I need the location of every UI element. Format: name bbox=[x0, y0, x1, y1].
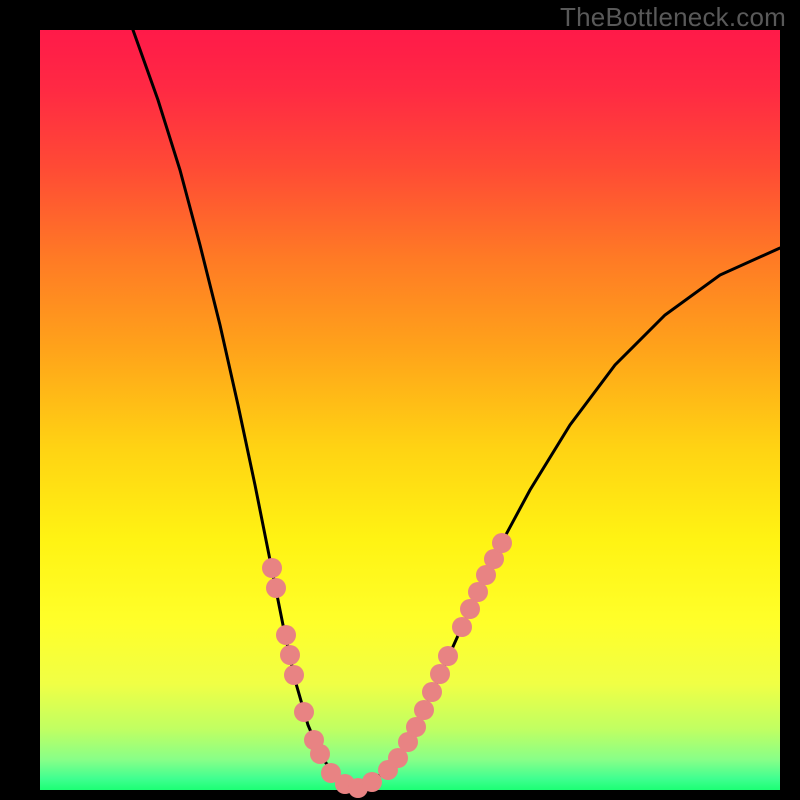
data-marker bbox=[452, 617, 472, 637]
data-marker bbox=[388, 748, 408, 768]
data-marker bbox=[422, 682, 442, 702]
watermark-text: TheBottleneck.com bbox=[560, 2, 786, 33]
data-marker bbox=[406, 717, 426, 737]
data-marker bbox=[468, 582, 488, 602]
right-curve bbox=[355, 248, 780, 788]
data-marker bbox=[276, 625, 296, 645]
data-marker bbox=[460, 599, 480, 619]
data-marker bbox=[310, 744, 330, 764]
data-marker bbox=[335, 774, 355, 794]
left-curve bbox=[133, 30, 355, 788]
data-marker bbox=[321, 763, 341, 783]
data-marker bbox=[492, 533, 512, 553]
data-marker bbox=[398, 732, 418, 752]
data-marker bbox=[414, 700, 434, 720]
data-marker bbox=[430, 664, 450, 684]
data-marker bbox=[378, 760, 398, 780]
chart-svg bbox=[0, 0, 800, 800]
data-marker bbox=[280, 645, 300, 665]
data-marker bbox=[284, 665, 304, 685]
data-marker bbox=[262, 558, 282, 578]
data-marker bbox=[438, 646, 458, 666]
left-markers-group bbox=[262, 558, 368, 798]
data-marker bbox=[476, 565, 496, 585]
plot-background bbox=[40, 30, 780, 790]
chart-stage: TheBottleneck.com bbox=[0, 0, 800, 800]
data-marker bbox=[266, 578, 286, 598]
data-marker bbox=[348, 778, 368, 798]
data-marker bbox=[362, 772, 382, 792]
right-markers-group bbox=[362, 533, 512, 792]
data-marker bbox=[484, 549, 504, 569]
data-marker bbox=[294, 702, 314, 722]
data-marker bbox=[304, 730, 324, 750]
